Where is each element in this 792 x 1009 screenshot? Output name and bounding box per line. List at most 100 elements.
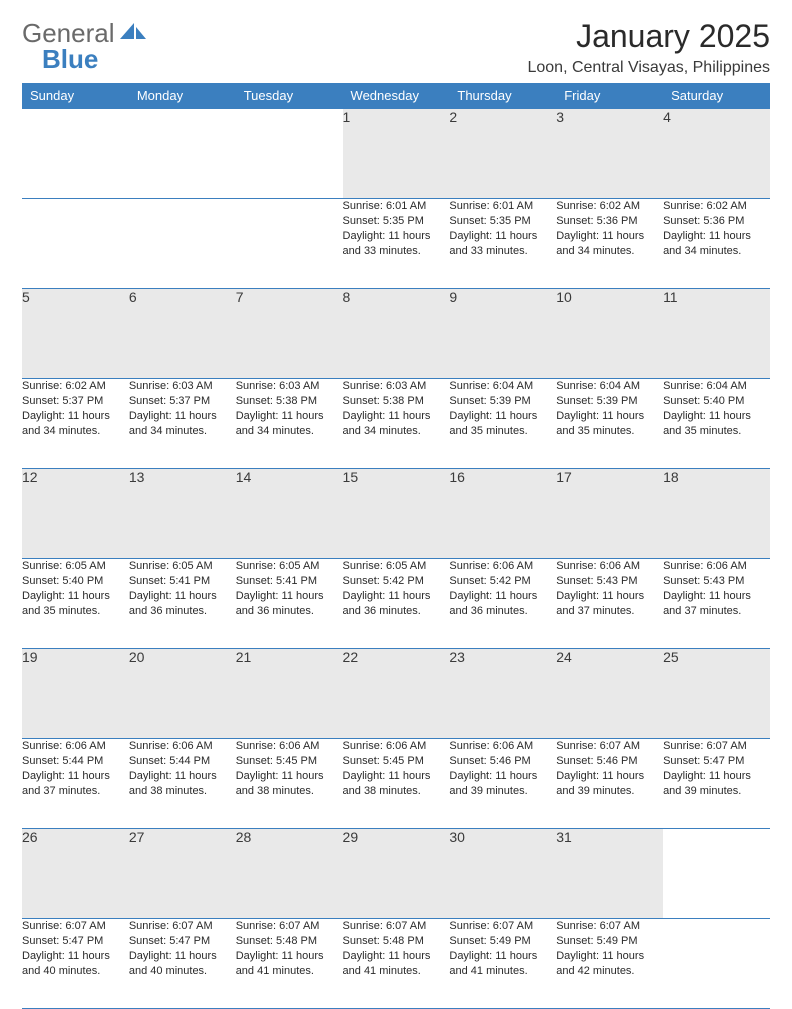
day-number: 8: [343, 289, 351, 305]
daylight-line: Daylight: 11 hours and 37 minutes.: [663, 589, 770, 619]
day-info-cell: [129, 199, 236, 289]
day-number: 19: [22, 649, 38, 665]
day-number: 17: [556, 469, 572, 485]
day-info-cell: Sunrise: 6:07 AMSunset: 5:47 PMDaylight:…: [663, 739, 770, 829]
day-number: 7: [236, 289, 244, 305]
day-info-cell: Sunrise: 6:04 AMSunset: 5:39 PMDaylight:…: [556, 379, 663, 469]
sunrise-line: Sunrise: 6:06 AM: [449, 559, 556, 574]
daylight-line: Daylight: 11 hours and 35 minutes.: [22, 589, 129, 619]
daylight-line: Daylight: 11 hours and 39 minutes.: [556, 769, 663, 799]
sunrise-line: Sunrise: 6:06 AM: [663, 559, 770, 574]
sunset-line: Sunset: 5:49 PM: [556, 934, 663, 949]
sunrise-line: Sunrise: 6:05 AM: [129, 559, 236, 574]
sunrise-line: Sunrise: 6:03 AM: [343, 379, 450, 394]
day-number-cell: 24: [556, 649, 663, 739]
day-number-cell: 19: [22, 649, 129, 739]
day-info-cell: Sunrise: 6:06 AMSunset: 5:44 PMDaylight:…: [129, 739, 236, 829]
day-info-cell: Sunrise: 6:05 AMSunset: 5:42 PMDaylight:…: [343, 559, 450, 649]
day-info-cell: Sunrise: 6:06 AMSunset: 5:44 PMDaylight:…: [22, 739, 129, 829]
day-number: 27: [129, 829, 145, 845]
sunrise-line: Sunrise: 6:03 AM: [236, 379, 343, 394]
sunrise-line: Sunrise: 6:05 AM: [343, 559, 450, 574]
sunrise-line: Sunrise: 6:02 AM: [22, 379, 129, 394]
sunrise-line: Sunrise: 6:07 AM: [556, 919, 663, 934]
week-info-row: Sunrise: 6:07 AMSunset: 5:47 PMDaylight:…: [22, 919, 770, 1009]
sunrise-line: Sunrise: 6:01 AM: [343, 199, 450, 214]
day-number: 4: [663, 109, 671, 125]
day-info-cell: Sunrise: 6:07 AMSunset: 5:48 PMDaylight:…: [236, 919, 343, 1009]
day-info-cell: Sunrise: 6:07 AMSunset: 5:46 PMDaylight:…: [556, 739, 663, 829]
daylight-line: Daylight: 11 hours and 34 minutes.: [236, 409, 343, 439]
day-number-cell: 3: [556, 109, 663, 199]
sunset-line: Sunset: 5:42 PM: [343, 574, 450, 589]
daylight-line: Daylight: 11 hours and 34 minutes.: [343, 409, 450, 439]
sunset-line: Sunset: 5:47 PM: [129, 934, 236, 949]
daylight-line: Daylight: 11 hours and 42 minutes.: [556, 949, 663, 979]
sunrise-line: Sunrise: 6:06 AM: [449, 739, 556, 754]
day-number-cell: 31: [556, 829, 663, 919]
sunset-line: Sunset: 5:46 PM: [556, 754, 663, 769]
day-number-cell: [663, 829, 770, 919]
day-number: 15: [343, 469, 359, 485]
daylight-line: Daylight: 11 hours and 40 minutes.: [22, 949, 129, 979]
sunset-line: Sunset: 5:44 PM: [22, 754, 129, 769]
sunset-line: Sunset: 5:49 PM: [449, 934, 556, 949]
weekday-monday: Monday: [129, 83, 236, 109]
day-number-cell: 7: [236, 289, 343, 379]
day-number-cell: [129, 109, 236, 199]
week-daynum-row: 567891011: [22, 289, 770, 379]
daylight-line: Daylight: 11 hours and 35 minutes.: [556, 409, 663, 439]
day-number-cell: 1: [343, 109, 450, 199]
day-info-cell: Sunrise: 6:07 AMSunset: 5:49 PMDaylight:…: [556, 919, 663, 1009]
month-title: January 2025: [527, 18, 770, 55]
daylight-line: Daylight: 11 hours and 41 minutes.: [236, 949, 343, 979]
sunset-line: Sunset: 5:45 PM: [236, 754, 343, 769]
sunset-line: Sunset: 5:48 PM: [236, 934, 343, 949]
day-number: 10: [556, 289, 572, 305]
sunrise-line: Sunrise: 6:04 AM: [556, 379, 663, 394]
daylight-line: Daylight: 11 hours and 36 minutes.: [449, 589, 556, 619]
page-header: General Blue January 2025 Loon, Central …: [22, 18, 770, 77]
day-number-cell: [236, 109, 343, 199]
sunrise-line: Sunrise: 6:06 AM: [22, 739, 129, 754]
weekday-friday: Friday: [556, 83, 663, 109]
brand-sail-icon: [120, 21, 146, 46]
sunrise-line: Sunrise: 6:07 AM: [236, 919, 343, 934]
daylight-line: Daylight: 11 hours and 37 minutes.: [556, 589, 663, 619]
sunrise-line: Sunrise: 6:07 AM: [343, 919, 450, 934]
day-number-cell: 20: [129, 649, 236, 739]
day-info-cell: Sunrise: 6:06 AMSunset: 5:42 PMDaylight:…: [449, 559, 556, 649]
sunset-line: Sunset: 5:44 PM: [129, 754, 236, 769]
daylight-line: Daylight: 11 hours and 41 minutes.: [343, 949, 450, 979]
sunrise-line: Sunrise: 6:06 AM: [236, 739, 343, 754]
day-info-cell: Sunrise: 6:02 AMSunset: 5:36 PMDaylight:…: [663, 199, 770, 289]
daylight-line: Daylight: 11 hours and 35 minutes.: [449, 409, 556, 439]
daylight-line: Daylight: 11 hours and 34 minutes.: [556, 229, 663, 259]
day-number-cell: [22, 109, 129, 199]
sunset-line: Sunset: 5:37 PM: [129, 394, 236, 409]
day-info-cell: Sunrise: 6:05 AMSunset: 5:41 PMDaylight:…: [236, 559, 343, 649]
sunrise-line: Sunrise: 6:07 AM: [449, 919, 556, 934]
sunset-line: Sunset: 5:40 PM: [663, 394, 770, 409]
day-number: 6: [129, 289, 137, 305]
daylight-line: Daylight: 11 hours and 33 minutes.: [343, 229, 450, 259]
day-number: 28: [236, 829, 252, 845]
day-info-cell: Sunrise: 6:02 AMSunset: 5:37 PMDaylight:…: [22, 379, 129, 469]
sunset-line: Sunset: 5:47 PM: [22, 934, 129, 949]
brand-logo: General Blue: [22, 18, 146, 49]
calendar-body: 1234 Sunrise: 6:01 AMSunset: 5:35 PMDayl…: [22, 109, 770, 1009]
week-info-row: Sunrise: 6:05 AMSunset: 5:40 PMDaylight:…: [22, 559, 770, 649]
daylight-line: Daylight: 11 hours and 35 minutes.: [663, 409, 770, 439]
sunset-line: Sunset: 5:39 PM: [449, 394, 556, 409]
sunrise-line: Sunrise: 6:06 AM: [343, 739, 450, 754]
weekday-saturday: Saturday: [663, 83, 770, 109]
day-number: 29: [343, 829, 359, 845]
day-number: 25: [663, 649, 679, 665]
day-number-cell: 9: [449, 289, 556, 379]
day-number: 18: [663, 469, 679, 485]
day-info-cell: Sunrise: 6:05 AMSunset: 5:40 PMDaylight:…: [22, 559, 129, 649]
weekday-sunday: Sunday: [22, 83, 129, 109]
sunrise-line: Sunrise: 6:04 AM: [663, 379, 770, 394]
day-number: 9: [449, 289, 457, 305]
day-number-cell: 29: [343, 829, 450, 919]
